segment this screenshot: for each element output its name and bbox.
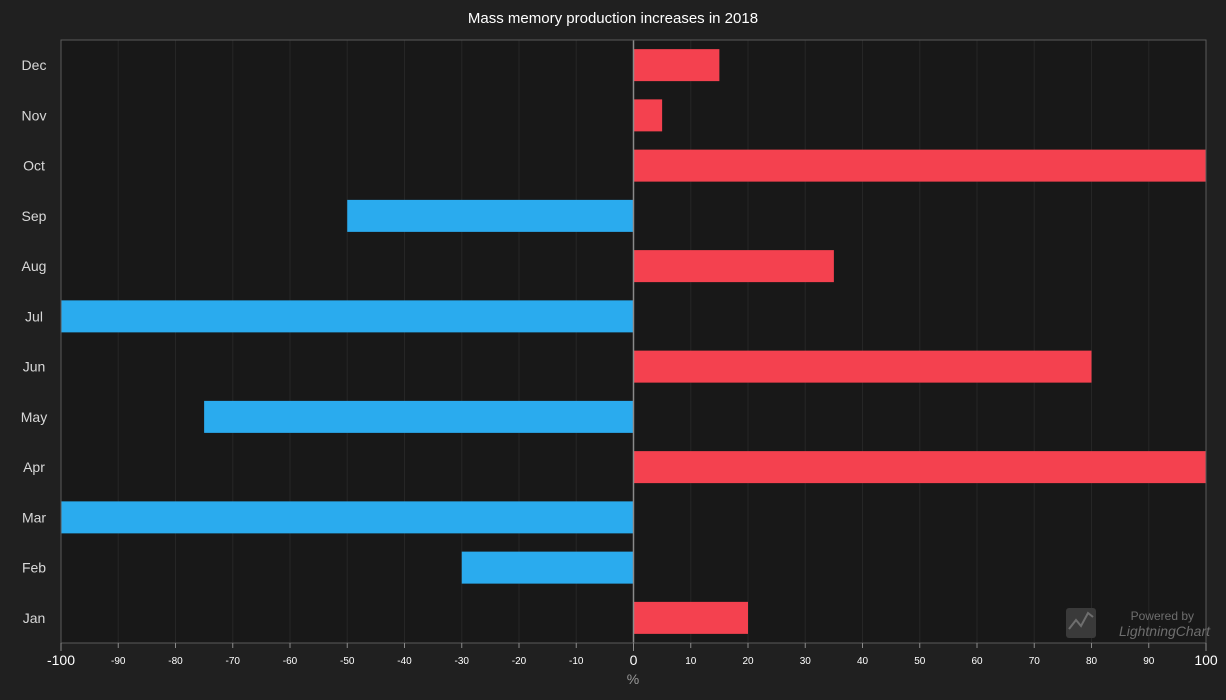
x-tick-label: -80	[168, 656, 183, 667]
x-tick-label: 100	[1194, 652, 1218, 668]
x-tick-label: 80	[1086, 656, 1098, 667]
lightningchart-js-logo-icon	[1066, 608, 1096, 638]
x-tick-label: -50	[340, 656, 355, 667]
y-axis-label-dec: Dec	[22, 57, 47, 73]
bar-may	[204, 400, 634, 433]
bar-jul	[61, 300, 634, 333]
x-tick-label: 20	[742, 656, 754, 667]
bars	[61, 49, 1206, 634]
bar-aug	[633, 250, 834, 283]
x-tick-label: -90	[111, 656, 126, 667]
x-tick-label: -10	[569, 656, 584, 667]
x-tick-label: 90	[1143, 656, 1155, 667]
bar-sep	[347, 199, 634, 232]
x-tick-label: -60	[283, 656, 298, 667]
x-tick-label: 50	[914, 656, 926, 667]
bar-nov	[633, 99, 663, 132]
y-axis-label-apr: Apr	[23, 459, 45, 475]
x-tick-label: 0	[630, 652, 638, 668]
x-tick-label: 40	[857, 656, 869, 667]
watermark: Powered by LightningChart	[1066, 608, 1211, 639]
y-axis-label-sep: Sep	[22, 208, 47, 224]
bar-dec	[633, 49, 720, 82]
y-axis-label-jul: Jul	[25, 308, 43, 324]
x-tick-label: 70	[1029, 656, 1041, 667]
x-tick-label: -30	[455, 656, 470, 667]
x-tick-label: -40	[397, 656, 412, 667]
bar-feb	[461, 551, 634, 584]
x-tick-label: 60	[971, 656, 983, 667]
bar-apr	[633, 451, 1206, 484]
bar-jun	[633, 350, 1092, 383]
x-tick-label: -70	[226, 656, 241, 667]
bar-oct	[633, 149, 1206, 182]
y-axis-label-feb: Feb	[22, 560, 46, 576]
chart-title: Mass memory production increases in 2018	[468, 10, 758, 27]
y-axis-label-jan: Jan	[23, 610, 46, 626]
watermark-brand: LightningChart	[1119, 623, 1211, 639]
x-tick-label: -100	[47, 652, 75, 668]
y-axis-labels: Jan Feb Mar Apr May Jun Jul Aug Sep Oct Nov Dec	[21, 57, 47, 626]
y-axis-label-oct: Oct	[23, 158, 45, 174]
bar-jan	[633, 601, 748, 634]
x-tick-label: 30	[800, 656, 812, 667]
y-axis-label-nov: Nov	[22, 107, 47, 123]
x-tick-label: 10	[685, 656, 697, 667]
watermark-powered-by: Powered by	[1131, 609, 1194, 623]
y-axis-label-mar: Mar	[22, 509, 46, 525]
x-tick-label: -20	[512, 656, 527, 667]
grid-lines	[117, 40, 1150, 643]
y-axis-label-aug: Aug	[22, 258, 47, 274]
x-axis-label: %	[627, 671, 639, 687]
y-axis-label-may: May	[21, 409, 47, 425]
bar-mar	[61, 501, 634, 534]
y-axis-label-jun: Jun	[23, 359, 46, 375]
x-axis-ticks: -100 -90 -80 -70 -60 -50 -40 -30 -20 -10 0 10 20 30 40…	[47, 643, 1218, 668]
